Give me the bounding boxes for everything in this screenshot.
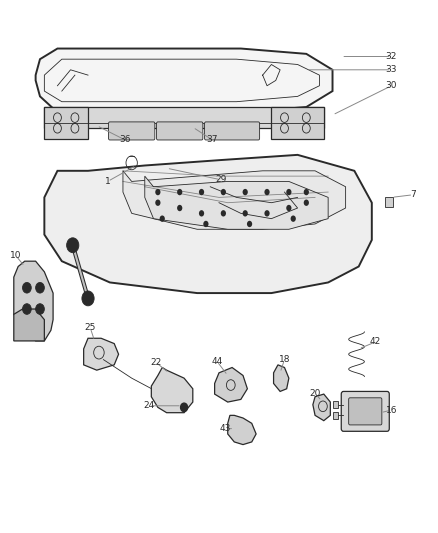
Circle shape xyxy=(286,189,291,195)
Polygon shape xyxy=(145,176,328,229)
Circle shape xyxy=(290,215,296,222)
Polygon shape xyxy=(123,171,346,229)
Circle shape xyxy=(243,210,248,216)
Text: 25: 25 xyxy=(85,323,96,332)
Circle shape xyxy=(199,210,204,216)
Bar xyxy=(332,401,338,408)
Text: 42: 42 xyxy=(370,337,381,346)
Text: 7: 7 xyxy=(410,190,416,199)
Circle shape xyxy=(286,205,291,211)
FancyBboxPatch shape xyxy=(109,122,155,140)
Text: 20: 20 xyxy=(309,389,321,398)
Text: 30: 30 xyxy=(386,81,397,90)
Text: 29: 29 xyxy=(215,175,227,184)
Polygon shape xyxy=(44,107,88,139)
Circle shape xyxy=(177,205,182,211)
Circle shape xyxy=(159,215,165,222)
Circle shape xyxy=(221,189,226,195)
Text: 32: 32 xyxy=(386,52,397,61)
Polygon shape xyxy=(151,368,193,413)
Polygon shape xyxy=(215,368,247,402)
Polygon shape xyxy=(44,155,372,293)
Text: 10: 10 xyxy=(10,252,22,260)
Circle shape xyxy=(35,304,44,314)
Polygon shape xyxy=(14,309,44,341)
Polygon shape xyxy=(313,394,330,421)
Circle shape xyxy=(35,282,44,293)
Text: 36: 36 xyxy=(120,135,131,144)
Polygon shape xyxy=(228,415,256,445)
Circle shape xyxy=(155,189,160,195)
Circle shape xyxy=(199,189,204,195)
FancyBboxPatch shape xyxy=(156,122,203,140)
Circle shape xyxy=(155,199,160,206)
Text: 16: 16 xyxy=(386,406,397,415)
FancyBboxPatch shape xyxy=(341,391,389,431)
Text: 8: 8 xyxy=(70,238,76,247)
Text: 18: 18 xyxy=(279,355,290,364)
Polygon shape xyxy=(44,107,324,128)
Text: 44: 44 xyxy=(211,357,223,366)
Bar xyxy=(385,197,393,207)
Circle shape xyxy=(22,304,31,314)
Circle shape xyxy=(180,403,187,411)
Bar xyxy=(332,411,338,419)
Circle shape xyxy=(243,189,248,195)
FancyBboxPatch shape xyxy=(205,122,260,140)
Circle shape xyxy=(265,210,270,216)
Polygon shape xyxy=(35,49,332,112)
Circle shape xyxy=(67,238,79,253)
Circle shape xyxy=(304,189,309,195)
Circle shape xyxy=(22,282,31,293)
Circle shape xyxy=(304,199,309,206)
Circle shape xyxy=(247,221,252,227)
Text: 37: 37 xyxy=(207,135,218,144)
Polygon shape xyxy=(272,107,324,139)
Polygon shape xyxy=(274,365,289,391)
Circle shape xyxy=(82,291,94,306)
Polygon shape xyxy=(84,338,119,370)
Polygon shape xyxy=(14,261,53,341)
Circle shape xyxy=(177,189,182,195)
Circle shape xyxy=(265,189,270,195)
FancyBboxPatch shape xyxy=(349,398,382,425)
Circle shape xyxy=(203,221,208,227)
Text: 43: 43 xyxy=(220,424,231,433)
Text: 1: 1 xyxy=(105,177,110,186)
Text: 24: 24 xyxy=(144,401,155,410)
Text: 22: 22 xyxy=(150,358,161,367)
Text: 33: 33 xyxy=(386,66,397,74)
Circle shape xyxy=(221,210,226,216)
